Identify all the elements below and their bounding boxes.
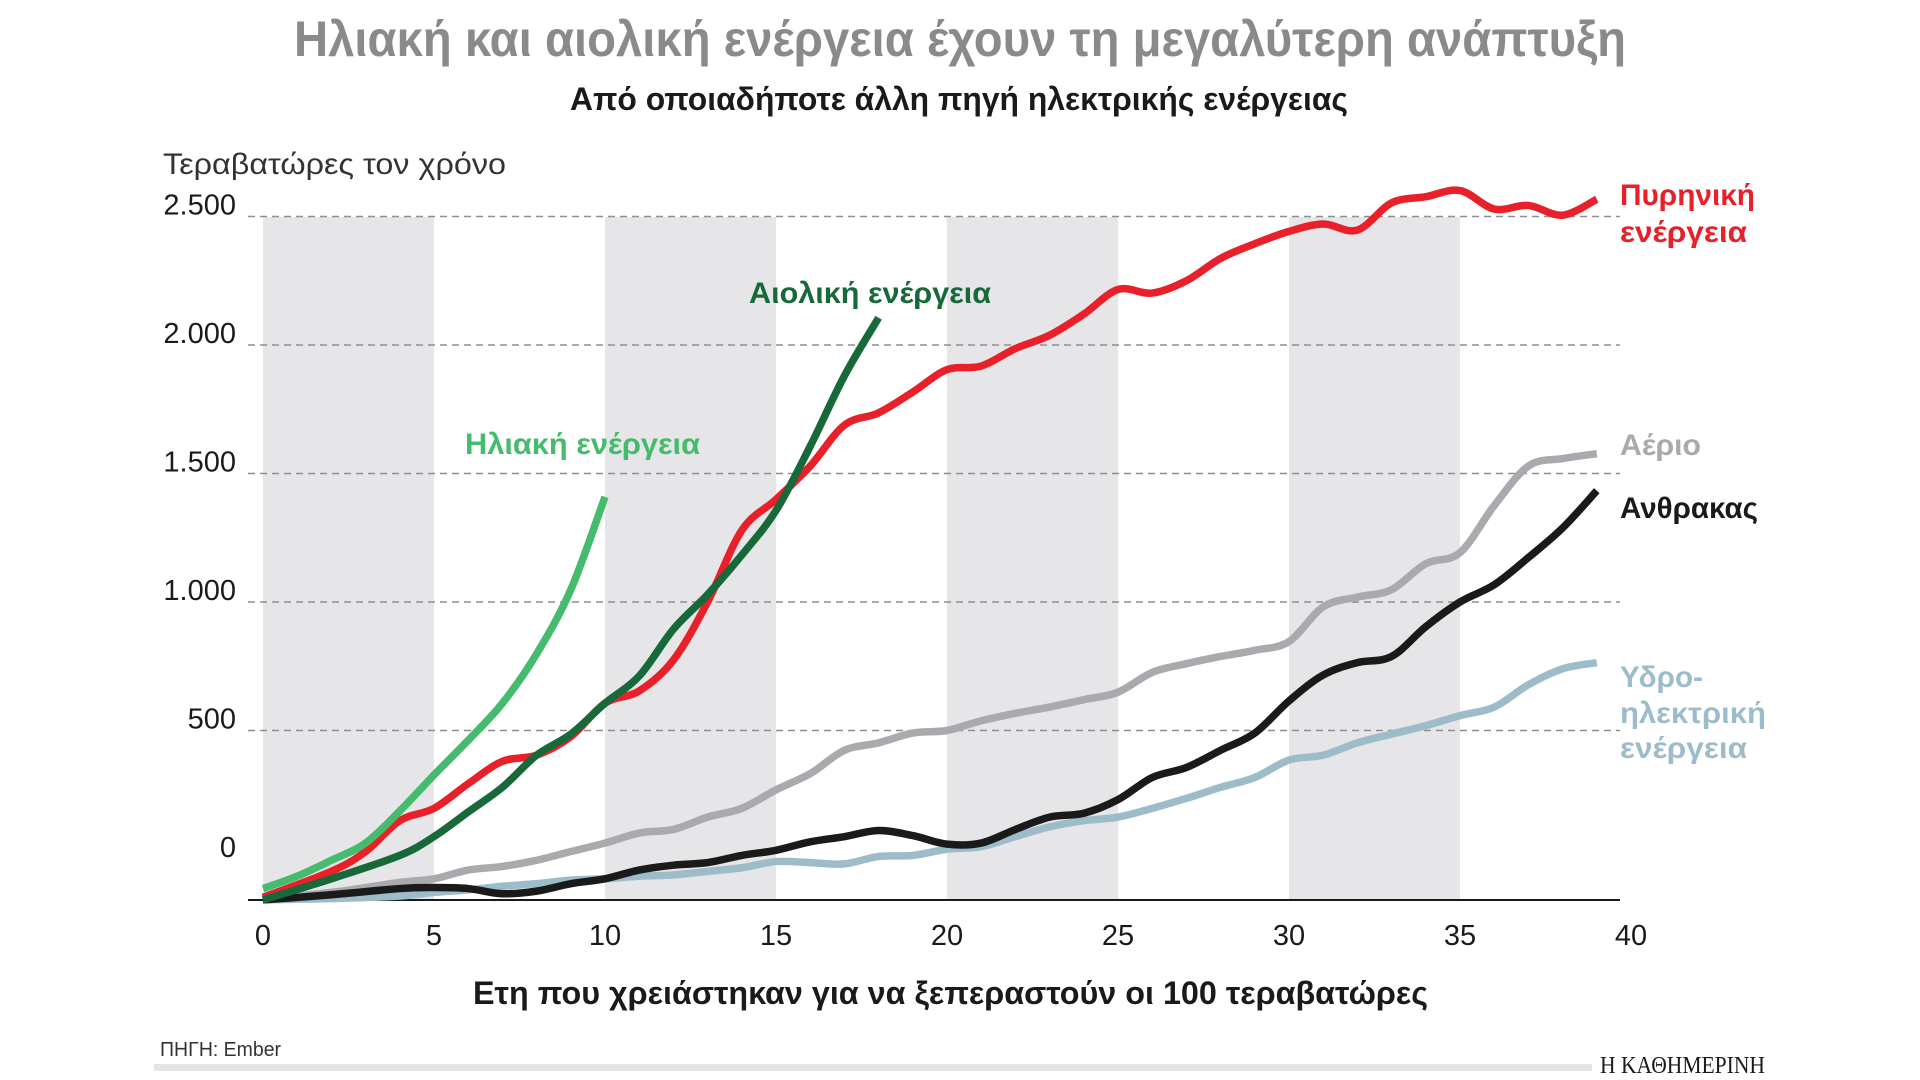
x-axis-title: Ετη που χρειάστηκαν για να ξεπεραστούν ο…	[473, 975, 1428, 1011]
x-tick-label: 5	[426, 920, 442, 952]
series-labels: Πυρηνική ενέργεια Αιολική ενέργεια Ηλιακ…	[465, 179, 1766, 765]
series-line-coal	[262, 488, 1600, 904]
y-tick-labels: 0 500 1.000 1.500 2.000 2.500	[163, 190, 236, 865]
series-line-nuclear	[261, 186, 1599, 901]
label-hydro-2: ηλεκτρική	[1620, 697, 1766, 730]
series-line-wind	[261, 315, 882, 904]
label-nuclear-1: Πυρηνική	[1620, 179, 1755, 212]
source-note: ΠΗΓΗ: Ember	[160, 1039, 281, 1061]
shaded-band	[605, 217, 776, 900]
label-hydro-3: ενέργεια	[1620, 732, 1748, 765]
y-tick-label: 500	[188, 704, 236, 736]
label-coal: Ανθρακας	[1620, 492, 1758, 525]
label-nuclear-2: ενέργεια	[1620, 216, 1748, 249]
x-tick-label: 35	[1444, 920, 1476, 952]
shaded-bands	[263, 217, 1460, 900]
series-line-gas	[262, 449, 1598, 903]
label-wind: Αιολική ενέργεια	[749, 277, 992, 310]
footer-bar	[154, 1064, 1592, 1071]
y-tick-label: 2.500	[163, 190, 236, 222]
y-tick-label: 1.500	[163, 447, 236, 479]
y-axis-title: Τεραβατώρες τον χρόνο	[163, 148, 506, 181]
label-solar: Ηλιακή ενέργεια	[465, 428, 701, 461]
chart-title: Ηλιακή και αιολική ενέργεια έχουν τη μεγ…	[294, 11, 1626, 67]
y-tick-label: 1.000	[163, 575, 236, 607]
x-tick-label: 25	[1102, 920, 1134, 952]
series-line-solar	[261, 495, 609, 893]
x-tick-label: 10	[589, 920, 621, 952]
series-lines	[261, 186, 1600, 904]
x-tick-label: 15	[760, 920, 792, 952]
y-tick-label: 0	[220, 832, 236, 864]
label-hydro-1: Υδρο-	[1620, 661, 1703, 694]
shaded-band	[947, 217, 1118, 900]
publisher-logo: Η ΚΑΘΗΜΕΡΙΝΗ	[1600, 1053, 1765, 1079]
x-tick-label: 20	[931, 920, 963, 952]
y-tick-label: 2.000	[163, 318, 236, 350]
shaded-band	[263, 217, 434, 900]
chart-subtitle: Από οποιαδήποτε άλλη πηγή ηλεκτρικής ενέ…	[570, 81, 1348, 117]
label-gas: Αέριο	[1620, 429, 1701, 462]
x-tick-labels: 0 5 10 15 20 25 30 35 40	[255, 920, 1647, 952]
x-tick-label: 0	[255, 920, 271, 952]
x-tick-label: 30	[1273, 920, 1305, 952]
x-tick-label: 40	[1615, 920, 1647, 952]
